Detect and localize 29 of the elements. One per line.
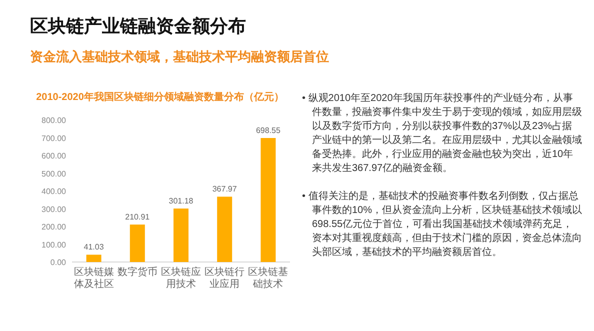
x-tick-label: 区块链应用技术: [161, 266, 201, 290]
data-label: 367.97: [212, 184, 238, 194]
data-label: 41.03: [84, 242, 104, 252]
y-tick-label: 800.00: [42, 116, 67, 125]
y-tick-label: 0.00: [50, 258, 67, 267]
data-label: 210.91: [125, 212, 150, 222]
y-tick-label: 500.00: [42, 169, 67, 178]
bar: [260, 138, 276, 262]
chart-subtitle: 资金流入基础技术领域，基础技术平均融资额居首位: [30, 48, 329, 66]
y-tick-label: 400.00: [42, 187, 67, 196]
y-tick-label: 300.00: [42, 204, 67, 214]
x-tick-label: 数字货币: [117, 266, 158, 278]
bar: [174, 208, 188, 262]
y-tick-label: 200.00: [42, 222, 67, 232]
y-tick-label: 600.00: [42, 152, 67, 160]
x-tick-label: 区块链行业应用: [204, 266, 245, 290]
bar: [217, 196, 232, 262]
x-tick-label: 区块链基础技术: [248, 266, 288, 290]
y-tick-label: 700.00: [42, 134, 67, 143]
data-label: 301.18: [168, 196, 194, 206]
text: • 值得关注的是，基础技术的投融资事件数名列倒数，仅占据总事件数的10%，但从资金流向上分析，区块链基础技术领域以698.55亿元位于首位，可看出我国基础技术领域弹药充足，资本对其重视度颇高，但由于技术门槛的原因，资金总体流向头部区域，基础技术的平均融资额居首位。: [302, 190, 582, 260]
x-tick-label: 区块链媒体及社区: [74, 266, 114, 290]
data-label: 698.55: [256, 126, 281, 136]
text: • 纵观2010年至2020年我国历年获投事件的产业链分布，从事件数量，投融资事件集中发生于易于变现的领域，如应用层级以及数字货币方向，分别以获投事件数的37%以及23%占据产业链中的第一以及第二名。在应用层级中，尤其以金融领域备受热捧。此外，行业应用的融资金融也较为突出，近10年来共发生367.97亿的融资金额。: [302, 92, 582, 176]
bar: [86, 254, 102, 262]
y-tick-label: 100.00: [42, 240, 67, 250]
bar: [130, 224, 145, 262]
chart-title: 区块链产业链融资金额分布: [30, 15, 246, 38]
text: 2010-2020年我国区块链细分领域融资数量分布（亿元）: [36, 91, 284, 103]
